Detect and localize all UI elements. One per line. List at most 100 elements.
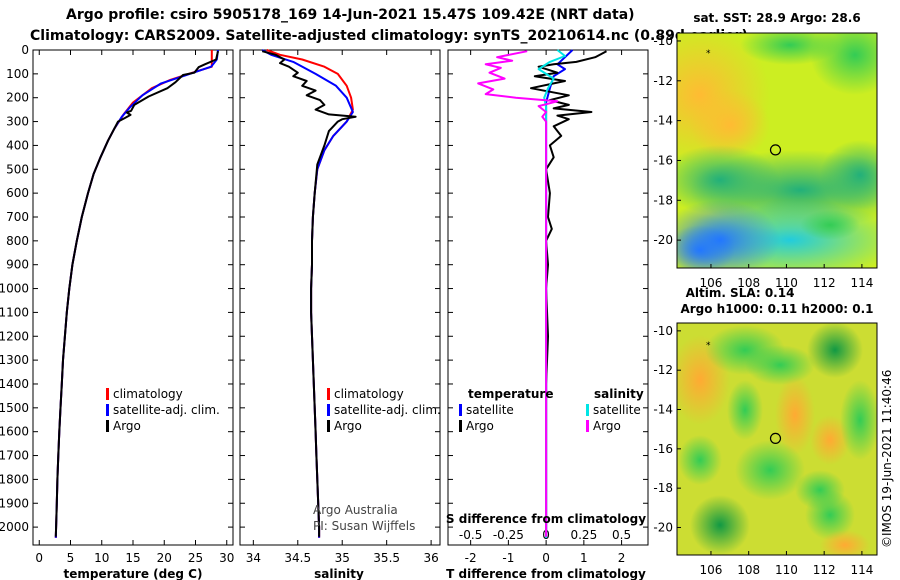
temperature-panel: 0 5 10 15 20 25 300100200300400500600700800900… xyxy=(0,43,234,580)
y-tick-label: 1200 xyxy=(0,329,29,343)
x-tick-label: 1 xyxy=(580,551,588,565)
legend-swatch-t-satellite xyxy=(459,404,462,416)
map-x-tick-label: 108 xyxy=(737,563,760,577)
y-tick-label: 1100 xyxy=(0,305,29,319)
x-tick-label: 2 xyxy=(618,551,626,565)
s-diff-tick-label: -0.25 xyxy=(493,528,524,542)
sla-map-panel: Altim. SLA: 0.14 Argo h1000: 0.11 h2000:… xyxy=(653,286,878,577)
x-tick-label: 25 xyxy=(188,551,203,565)
temperature-legend: climatology satellite-adj. clim. Argo xyxy=(106,387,220,433)
map-y-tick-label: -20 xyxy=(653,233,673,247)
y-tick-label: 700 xyxy=(6,210,29,224)
map-y-tick-label: -14 xyxy=(653,114,673,128)
y-tick-label: 400 xyxy=(6,138,29,152)
sst-argo-position-marker xyxy=(769,144,782,156)
map-y-tick-label: -12 xyxy=(653,363,673,377)
series-argo xyxy=(54,50,219,537)
legend-argo: Argo xyxy=(113,419,141,433)
map-y-tick-label: -18 xyxy=(653,481,673,495)
y-tick-label: 600 xyxy=(6,186,29,200)
x-tick-label: 36 xyxy=(423,551,438,565)
difference-legend: temperature salinity satellite Argo sate… xyxy=(459,387,644,433)
sla-map-title-2: Argo h1000: 0.11 h2000: 0.1 xyxy=(680,302,873,316)
y-tick-label: 1900 xyxy=(0,496,29,510)
y-tick-label: 300 xyxy=(6,115,29,129)
legend-header-temperature: temperature xyxy=(468,387,553,401)
temperature-lines xyxy=(54,49,219,538)
sst-map-frame xyxy=(676,32,878,269)
series-climatology xyxy=(54,50,213,538)
series-climatology xyxy=(266,49,354,538)
legend-s-argo: Argo xyxy=(593,419,621,433)
legend-header-salinity: salinity xyxy=(594,387,644,401)
difference-xlabel: T difference from climatology xyxy=(446,567,646,580)
y-tick-label: 2000 xyxy=(0,520,29,534)
sla-map-ticks: 106 108 110 112 114 -10 -12 -14 -16 -18 -20 xyxy=(653,324,873,577)
credit-pi: PI: Susan Wijffels xyxy=(313,519,415,533)
temperature-xlabel: temperature (deg C) xyxy=(64,567,203,580)
y-tick-label: 800 xyxy=(6,234,29,248)
legend-argo: Argo xyxy=(334,419,362,433)
salinity-lines xyxy=(261,49,357,538)
sst-field xyxy=(677,33,877,268)
y-tick-label: 1300 xyxy=(0,353,29,367)
y-tick-label: 200 xyxy=(6,91,29,105)
difference-ticks: -2 -1 0 1 2-0.5 -0.25 0 0.25 0.5 xyxy=(448,49,648,565)
x-tick-label: -1 xyxy=(502,551,514,565)
s-diff-tick-label: 0.5 xyxy=(612,528,631,542)
legend-t-argo: Argo xyxy=(466,419,494,433)
salinity-legend: climatology satellite-adj. clim. Argo xyxy=(327,387,441,433)
sst-small-star: * xyxy=(706,49,711,59)
y-tick-label: 1400 xyxy=(0,377,29,391)
legend-swatch-t-argo xyxy=(459,420,462,432)
series-s-argo xyxy=(477,50,559,537)
map-x-tick-label: 106 xyxy=(700,563,723,577)
map-y-tick-label: -10 xyxy=(653,324,673,338)
legend-climatology: climatology xyxy=(334,387,404,401)
legend-swatch-satellite-adj xyxy=(327,404,330,416)
sla-argo-position-marker xyxy=(769,432,782,445)
sla-map-title-1: Altim. SLA: 0.14 xyxy=(686,286,795,300)
credit-argo-australia: Argo Australia xyxy=(313,503,398,517)
x-tick-label: 35.5 xyxy=(373,551,400,565)
map-x-tick-label: 114 xyxy=(850,276,873,290)
difference-axes-frame xyxy=(447,49,649,546)
map-x-tick-label: 106 xyxy=(700,276,723,290)
x-tick-label: 30 xyxy=(219,551,234,565)
legend-t-satellite: satellite xyxy=(466,403,514,417)
map-y-tick-label: -16 xyxy=(653,442,673,456)
legend-s-satellite: satellite xyxy=(593,403,641,417)
title-line-1: Argo profile: csiro 5905178_169 14-Jun-2… xyxy=(66,7,635,23)
temperature-ticks: 0 5 10 15 20 25 300100200300400500600700800900… xyxy=(0,43,234,565)
difference-lines xyxy=(477,49,607,538)
map-x-tick-label: 110 xyxy=(775,563,798,577)
s-diff-tick-label: 0.25 xyxy=(570,528,597,542)
x-tick-label: 0 xyxy=(542,551,550,565)
y-tick-label: 1800 xyxy=(0,472,29,486)
map-x-tick-label: 114 xyxy=(850,563,873,577)
legend-swatch-s-argo xyxy=(586,420,589,432)
y-tick-label: 100 xyxy=(6,67,29,81)
sst-map-ticks: 106 108 110 112 114 -10 -12 -14 -16 -18 -20 xyxy=(653,34,873,290)
s-diff-tick-label: -0.5 xyxy=(459,528,482,542)
salinity-ticks: 34 34.5 35 35.5 36 xyxy=(240,49,440,565)
salinity-panel: 34 34.5 35 35.5 36 salinity climatology sate… xyxy=(239,49,441,580)
map-x-tick-label: 112 xyxy=(813,276,836,290)
y-tick-label: 500 xyxy=(6,162,29,176)
y-tick-label: 1700 xyxy=(0,449,29,463)
map-y-tick-label: -10 xyxy=(653,34,673,48)
series-satellite-adj-clim- xyxy=(54,49,219,538)
x-tick-label: 5 xyxy=(67,551,75,565)
x-tick-label: 34.5 xyxy=(284,551,311,565)
map-x-tick-label: 108 xyxy=(737,276,760,290)
difference-panel: -2 -1 0 1 2-0.5 -0.25 0 0.25 0.5 T difference fr… xyxy=(446,49,649,580)
series-t-argo xyxy=(530,50,607,537)
x-tick-label: 20 xyxy=(157,551,172,565)
y-tick-label: 1500 xyxy=(0,401,29,415)
sla-map-frame xyxy=(676,322,878,556)
y-tick-label: 900 xyxy=(6,258,29,272)
series-argo xyxy=(261,50,357,537)
map-y-tick-label: -14 xyxy=(653,403,673,417)
salinity-xlabel: salinity xyxy=(314,567,364,580)
